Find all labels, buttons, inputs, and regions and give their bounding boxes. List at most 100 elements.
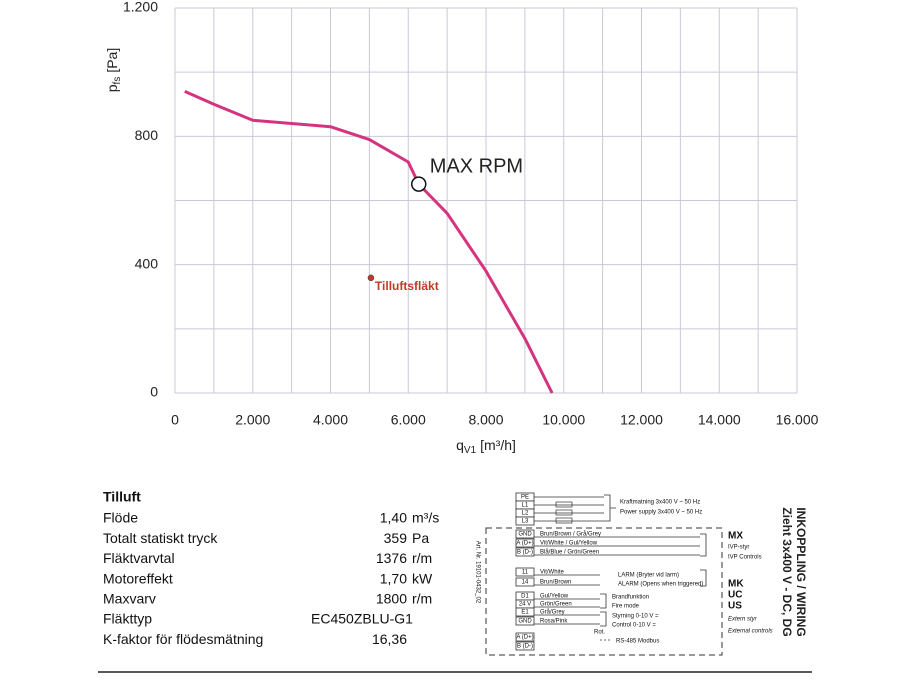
x-tick-label: 10.000 [542,412,585,428]
wire-label: Vit/White [540,570,565,576]
terminal-label: 14 [522,580,529,586]
y-tick-label: 0 [150,384,158,400]
terminal-label: PE [521,495,529,501]
dashed-frame [485,527,723,656]
terminal-label: A (D+) [516,541,533,547]
wiring-subtitle: Zieht 3x400 V - DC, DG [780,507,794,636]
wire-label: Grå/Grey [540,609,565,616]
external-label: External controls [728,629,773,635]
rot-label: Rot. [594,630,605,636]
wiring-diagram: Kraftmatning 3x400 V ~ 50 Hz Power suppl… [474,492,808,656]
x-tick-label: 8.000 [468,412,503,428]
x-tick-label: 2.000 [235,412,270,428]
row-unit: kW [412,570,433,586]
terminal-label: E1 [521,610,529,616]
operating-point-label: Tilluftsfläkt [375,279,439,293]
y-axis-label: pfs [Pa] [104,48,123,92]
terminal-label: GND [518,619,532,625]
terminal-label: D1 [521,594,529,600]
power-label: Kraftmatning 3x400 V ~ 50 Hz [620,500,700,506]
x-tick-label: 12.000 [620,412,663,428]
wire-label: Vit/White / Gul/Yellow [540,541,598,547]
chart: 0 2.000 4.000 6.000 8.000 10.000 12.000 14.000 1… [123,0,819,428]
row-label: Fläkttyp [103,611,152,627]
row-value: 1376 [376,550,407,566]
terminal [515,577,535,587]
row-unit: r/m [412,591,432,607]
control-label: Styrning 0-10 V = [612,614,659,620]
fire-label: Brandfunktion [612,595,649,601]
power-label: Power supply 3x400 V ~ 50 Hz [620,510,702,516]
terminal [515,538,535,548]
operating-point [367,274,375,282]
x-label-subscript: V1 [464,445,477,456]
wiring-title: INKOPPLING / WIRING [794,507,808,636]
x-tick-label: 4.000 [313,412,348,428]
row-label: K-faktor för flödesmätning [103,631,263,647]
fire-label: Fire mode [612,604,640,610]
terminal-label: A (D+) [516,635,533,641]
fuse [555,509,573,516]
row-label: Motoreffekt [103,570,173,586]
terminal-label: B (D-) [517,644,533,650]
mx-label: IVP Controls [728,555,762,561]
row-value: 359 [384,530,408,546]
bracket [600,533,707,627]
bracket [604,494,616,522]
x-tick-label: 6.000 [391,412,426,428]
article-number: Art. Nr. 19101-0432_02 [474,541,480,604]
y-tick-label: 800 [135,127,159,143]
max-rpm-marker [410,176,427,192]
terminal [515,607,535,617]
x-tick-label: 16.000 [776,412,819,428]
terminal [515,516,535,526]
y-label-unit: [Pa] [104,48,120,73]
modbus-label: RS-485 Modbus [616,639,659,645]
code: US [728,601,742,612]
x-tick-label: 14.000 [698,412,741,428]
mx-code: MX [728,531,743,542]
y-label-symbol: p [104,84,120,92]
fuse [555,517,573,524]
terminal-label: GND [518,532,532,538]
row-value: 1,70 [380,570,407,586]
row-value: EC450ZBLU-G1 [311,611,413,627]
terminal [515,567,535,577]
terminal [515,529,535,539]
terminal [515,632,535,642]
terminal-label: 11 [522,570,529,576]
row-label: Flöde [103,510,138,526]
fuse [555,501,573,508]
terminal-label: 24 V [519,602,531,608]
alarm-label: LARM (Bryter vid larm) [618,573,679,579]
y-tick-label: 400 [135,255,159,271]
row-value: 1,40 [380,510,407,526]
terminal-label: L2 [522,511,529,517]
control-label: Control 0-10 V = [612,623,656,629]
mx-label: IVP-styr [728,545,749,551]
table-title: Tilluft [103,489,141,505]
wire-label: Rosa/Pink [540,619,568,625]
terminal-label: B (D-) [517,550,533,556]
code: UC [728,590,742,601]
code: MK [728,579,744,590]
y-label-subscript: fs [112,77,123,85]
x-tick-label: 0 [171,412,179,428]
row-value: 16,36 [372,631,407,647]
row-unit: m³/s [412,510,439,526]
terminal [515,616,535,626]
row-unit: r/m [412,550,432,566]
x-label-unit: [m³/h] [480,437,516,453]
terminal [515,641,535,651]
curve [184,90,554,394]
terminal-label: L3 [522,519,529,525]
wire-label: Grön/Green [540,602,572,608]
alarm-label: ALARM (Opens when triggered) [618,582,703,588]
spec-table: Tilluft Flöde 1,40 m³/s Totalt statiskt try… [103,489,439,647]
row-value: 1800 [376,591,407,607]
row-unit: Pa [412,530,429,546]
external-label: Extern styr [728,617,758,623]
wire-label: Blå/Blue / Grön/Green [540,549,599,556]
terminal [515,547,535,557]
